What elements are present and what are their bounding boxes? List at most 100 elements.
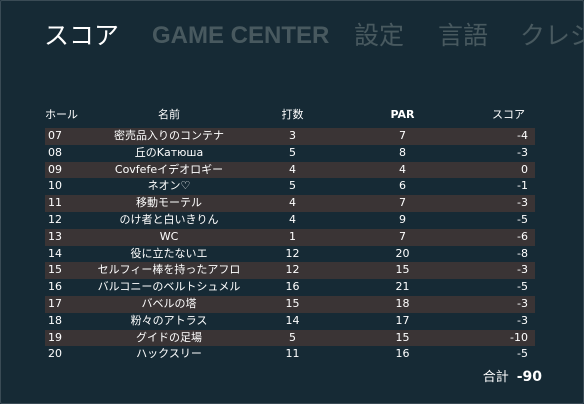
strokes-value: 4 [289,212,296,226]
par-value: 8 [399,145,406,159]
par-value: 7 [399,129,406,142]
score-value: -3 [517,313,528,327]
hole-name: ネオン♡ [147,179,191,193]
score-value: -4 [517,129,528,142]
strokes-value: 12 [285,263,300,277]
hole-name: 移動モーテル [136,196,202,210]
header-score: スコア [492,108,525,121]
table-row: 15 セルフィー棒を持ったアフロ 12 15 -3 [45,262,535,280]
hole-number: 10 [48,179,62,193]
strokes-value: 1 [289,229,296,243]
hole-name: ハックスリー [136,347,202,361]
hole-name: Covfefeイデオロギー [114,162,224,176]
par-value: 15 [395,330,410,344]
hole-name: 粉々のアトラス [130,313,208,327]
table-row: 07 密売品入りのコンテナ 3 7 -4 [45,128,535,145]
hole-number: 18 [48,313,62,327]
table-body: 07 密売品入りのコンテナ 3 7 -4 08 丘のKатюша 5 8 -3 09 Covfefeイ… [45,128,535,363]
par-value: 16 [395,347,410,361]
hole-number: 12 [48,212,62,226]
tab-language[interactable]: 言語 [438,21,489,50]
hole-number: 20 [48,347,62,361]
table-row: 10 ネオン♡ 5 6 -1 [45,178,535,195]
score-value: -3 [517,263,528,277]
par-value: 17 [395,313,410,327]
header-par: PAR [390,108,415,121]
strokes-value: 12 [285,246,300,260]
total-value: -90 [516,369,542,385]
table-row: 16 バルコニーのベルトシュメル 16 21 -5 [45,279,535,296]
hole-name: 密売品入りのコンテナ [114,129,224,142]
hole-name: バルコニーのベルトシュメル [97,280,241,294]
hole-name: グイドの足場 [136,330,202,344]
score-value: -3 [517,145,528,159]
strokes-value: 5 [289,145,296,159]
hole-name: 役に立たないエ [130,246,208,260]
table-row: 12 のけ者と白いきりん 4 9 -5 [45,212,535,229]
hole-number: 13 [48,229,62,243]
strokes-value: 5 [289,179,296,193]
hole-name: WC [159,229,179,243]
strokes-value: 4 [289,196,296,210]
table-row: 19 グイドの足場 5 15 -10 [45,329,535,347]
par-value: 18 [395,296,410,310]
total-score: 合計 -90 [483,366,542,385]
score-value: -3 [517,196,528,210]
hole-number: 15 [48,263,62,277]
par-value: 6 [399,179,406,193]
table-row: 09 Covfefeイデオロギー 4 4 0 [45,161,535,179]
header-strokes: 打数 [281,108,304,121]
header-name: 名前 [158,108,180,121]
tab-credits[interactable]: クレジ [520,21,584,50]
scorecard-table: ホール 名前 打数 PAR スコア 07 密売品入りのコンテナ 3 7 -4 08 丘のKа… [45,106,535,363]
table-row: 17 バベルの塔 15 18 -3 [45,295,535,313]
tab-game-center[interactable]: GAME CENTER [152,22,330,49]
table-row: 20 ハックスリー 11 16 -5 [45,346,535,363]
par-value: 7 [399,229,406,243]
hole-name: セルフィー棒を持ったアフロ [97,263,241,277]
top-tab-bar: スコア GAME CENTER 設定 言語 クレジ [44,20,584,52]
hole-number: 07 [48,129,62,142]
hole-number: 09 [48,162,62,176]
score-value: 0 [521,162,528,176]
hole-number: 14 [48,246,62,260]
table-row: 18 粉々のアトラス 14 17 -3 [45,313,535,330]
hole-number: 08 [48,145,62,159]
strokes-value: 4 [289,162,296,176]
score-value: -3 [517,296,528,310]
par-value: 9 [399,212,406,226]
strokes-value: 11 [285,347,300,361]
table-row: 11 移動モーテル 4 7 -3 [45,195,535,212]
score-value: -5 [517,212,528,226]
total-label: 合計 [482,370,509,385]
score-value: -10 [510,330,528,344]
header-hole: ホール [45,108,78,121]
par-value: 20 [395,246,410,260]
strokes-value: 15 [285,296,300,310]
score-value: -6 [517,229,528,243]
strokes-value: 16 [285,280,300,294]
strokes-value: 14 [285,313,300,327]
score-value: -1 [517,179,528,193]
par-value: 4 [399,162,406,176]
strokes-value: 5 [289,330,296,344]
par-value: 7 [399,196,406,210]
strokes-value: 3 [289,129,296,142]
table-row: 08 丘のKатюша 5 8 -3 [45,145,535,162]
tab-settings[interactable]: 設定 [354,21,405,50]
tab-score[interactable]: スコア [44,21,120,50]
par-value: 21 [395,280,410,294]
hole-name: のけ者と白いきりん [119,212,219,226]
hole-name: 丘のKатюша [134,145,204,159]
score-value: -5 [517,347,528,361]
score-value: -8 [517,246,528,260]
hole-number: 19 [48,330,62,344]
table-row: 14 役に立たないエ 12 20 -8 [45,246,535,263]
hole-number: 17 [48,296,62,310]
table-header-row: ホール 名前 打数 PAR スコア [45,106,535,124]
hole-number: 11 [48,196,62,210]
score-value: -5 [517,280,528,294]
table-row: 13 WC 1 7 -6 [45,228,535,246]
par-value: 15 [395,263,410,277]
hole-name: バベルの塔 [141,296,197,310]
